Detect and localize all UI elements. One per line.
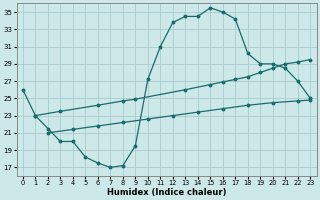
X-axis label: Humidex (Indice chaleur): Humidex (Indice chaleur) [107,188,226,197]
